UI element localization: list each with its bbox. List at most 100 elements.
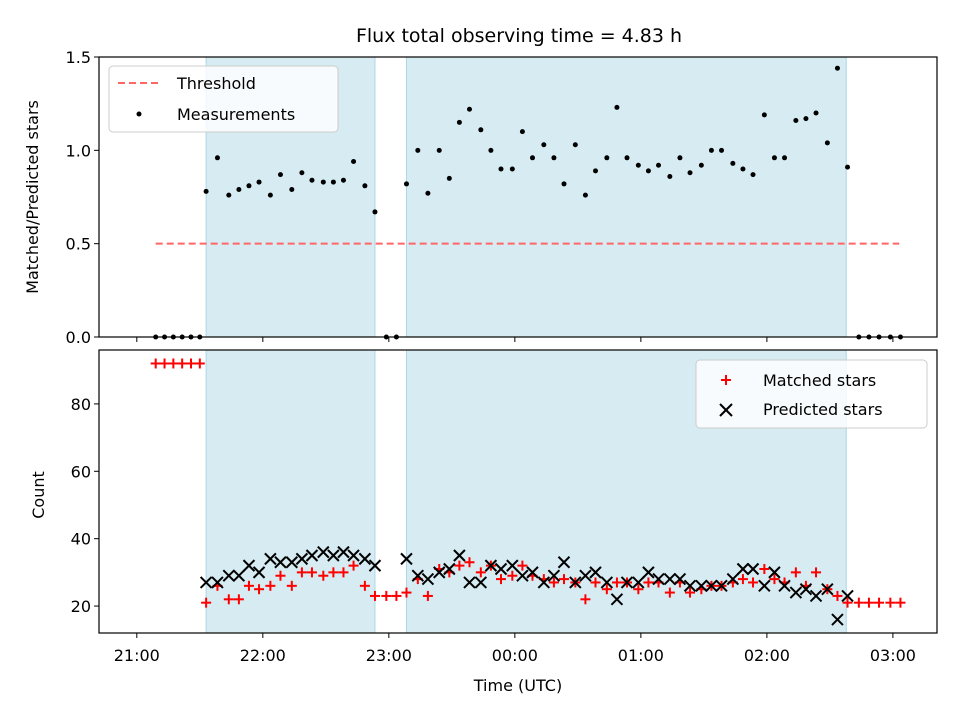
matched-star-point xyxy=(328,567,339,578)
predicted-star-point xyxy=(222,569,236,582)
predicted-star-point xyxy=(768,566,781,579)
predicted-star-stroke xyxy=(199,576,213,589)
matched-star-point xyxy=(168,358,179,369)
measurement-point xyxy=(203,188,209,194)
matched-star-point xyxy=(853,597,864,608)
measurement-point xyxy=(246,183,252,189)
predicted-star-stroke xyxy=(746,562,760,576)
predicted-star-stroke xyxy=(632,576,645,589)
top-y-tick-label: 1.5 xyxy=(66,48,91,67)
measurement-point xyxy=(340,177,346,183)
measurement-point xyxy=(845,164,851,170)
matched-star-point xyxy=(265,580,276,591)
matched-star-point xyxy=(811,567,822,578)
measurement-point xyxy=(456,119,462,125)
predicted-star-point xyxy=(736,562,750,576)
top-y-tick-label: 1.0 xyxy=(66,141,91,160)
predicted-star-stroke xyxy=(274,556,287,569)
predicted-star-point xyxy=(809,589,823,603)
predicted-star-point xyxy=(831,613,844,626)
predicted-star-point xyxy=(358,552,372,566)
predicted-star-stroke xyxy=(652,572,665,586)
measurements-legend-label: Measurements xyxy=(177,105,295,124)
predicted-star-point xyxy=(663,572,677,586)
predicted-star-point xyxy=(789,586,803,599)
matched-star-point xyxy=(737,574,748,585)
bottom-x-tick-label: 21:00 xyxy=(114,646,160,665)
predicted-star-point xyxy=(715,579,728,593)
predicted-star-stroke xyxy=(295,552,309,566)
predicted-star-stroke xyxy=(463,576,476,589)
predicted-star-stroke xyxy=(579,569,592,582)
predicted-star-stroke xyxy=(789,586,803,599)
measurement-point xyxy=(592,168,598,174)
matched-star-point xyxy=(874,597,885,608)
matched-star-point xyxy=(832,590,843,601)
matched-star-point xyxy=(507,570,518,581)
predicted-star-point xyxy=(474,576,488,589)
measurement-point xyxy=(645,168,651,174)
predicted-star-stroke xyxy=(620,576,634,589)
measurement-point xyxy=(236,187,242,193)
predicted-star-point xyxy=(579,569,592,582)
matched-star-point xyxy=(611,577,622,588)
matched-star-point xyxy=(369,590,380,601)
bottom-x-tick-label: 03:00 xyxy=(870,646,916,665)
matched-star-point xyxy=(381,590,392,601)
predicted-star-point xyxy=(368,559,382,572)
measurement-point xyxy=(320,179,326,185)
predicted-star-stroke xyxy=(433,566,446,579)
measurement-point xyxy=(761,112,767,118)
predicted-star-stroke xyxy=(516,569,529,582)
predicted-star-point xyxy=(652,572,665,586)
matched-star-point xyxy=(359,580,370,591)
measurement-point xyxy=(529,155,535,161)
top-shaded-span xyxy=(405,56,847,338)
matched-star-point xyxy=(348,560,359,571)
predicted-star-point xyxy=(537,576,551,589)
measurement-point xyxy=(698,162,704,168)
measurement-point xyxy=(403,181,409,187)
predicted-star-stroke xyxy=(443,562,456,576)
predicted-star-stroke xyxy=(642,566,655,579)
measurement-point xyxy=(834,65,840,71)
predicted-star-point xyxy=(211,576,224,589)
matched-star-point xyxy=(748,577,759,588)
measurement-point xyxy=(782,155,788,161)
predicted-star-stroke xyxy=(222,569,236,582)
measurement-point xyxy=(277,172,283,178)
top-plot-frame xyxy=(98,56,938,338)
measurement-point xyxy=(771,155,777,161)
matched-star-point xyxy=(422,590,433,601)
measurement-point xyxy=(289,187,295,193)
matched-star-point xyxy=(495,574,506,585)
predicted-star-stroke xyxy=(421,572,435,586)
predicted-star-stroke xyxy=(242,559,256,572)
measurement-point xyxy=(498,166,504,172)
measurement-point xyxy=(214,155,220,161)
measurement-point xyxy=(446,175,452,181)
matched-star-point xyxy=(296,567,307,578)
measurements-legend-swatch xyxy=(136,111,142,117)
predicted-star-point xyxy=(600,576,614,589)
predicted-star-point xyxy=(620,576,634,589)
measurement-point xyxy=(582,192,588,198)
bottom-y-tick-label: 60 xyxy=(71,462,91,481)
predicted-star-point xyxy=(683,579,697,593)
threshold-legend-label: Threshold xyxy=(176,74,256,93)
bottom-panel: 20 40 60 80 21:00 22:00 23:00 00:00 01:00 02:00 0… xyxy=(29,349,938,695)
predicted-star-point xyxy=(632,576,645,589)
predicted-star-stroke xyxy=(695,579,708,593)
measurement-point xyxy=(478,127,484,133)
predicted-star-stroke xyxy=(600,576,614,589)
predicted-star-point xyxy=(695,579,708,593)
measurement-point xyxy=(488,147,494,153)
predicted-star-point xyxy=(569,576,582,589)
predicted-star-stroke xyxy=(232,569,246,582)
predicted-star-stroke xyxy=(474,576,488,589)
predicted-star-point xyxy=(526,566,539,579)
predicted-star-point xyxy=(484,559,498,572)
matched-star-point xyxy=(517,560,528,571)
predicted-star-point xyxy=(327,549,340,562)
measurement-point xyxy=(299,170,305,176)
